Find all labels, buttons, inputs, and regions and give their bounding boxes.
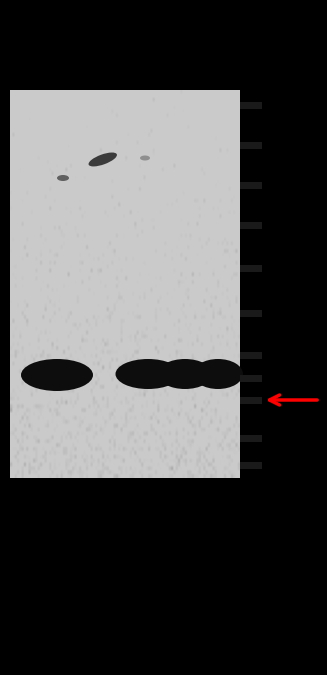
Ellipse shape xyxy=(158,359,213,389)
Ellipse shape xyxy=(115,359,181,389)
Bar xyxy=(240,352,262,358)
Ellipse shape xyxy=(193,359,243,389)
Bar xyxy=(240,265,262,271)
Bar xyxy=(240,375,262,381)
Ellipse shape xyxy=(57,175,69,181)
Bar xyxy=(240,182,262,188)
Bar xyxy=(240,221,262,229)
Ellipse shape xyxy=(140,155,150,161)
Ellipse shape xyxy=(89,153,117,167)
Bar xyxy=(240,462,262,468)
Bar xyxy=(240,396,262,404)
Bar xyxy=(240,310,262,317)
Bar xyxy=(240,435,262,441)
Bar xyxy=(240,101,262,109)
Bar xyxy=(10,90,240,478)
Bar xyxy=(240,142,262,148)
Ellipse shape xyxy=(21,359,93,391)
